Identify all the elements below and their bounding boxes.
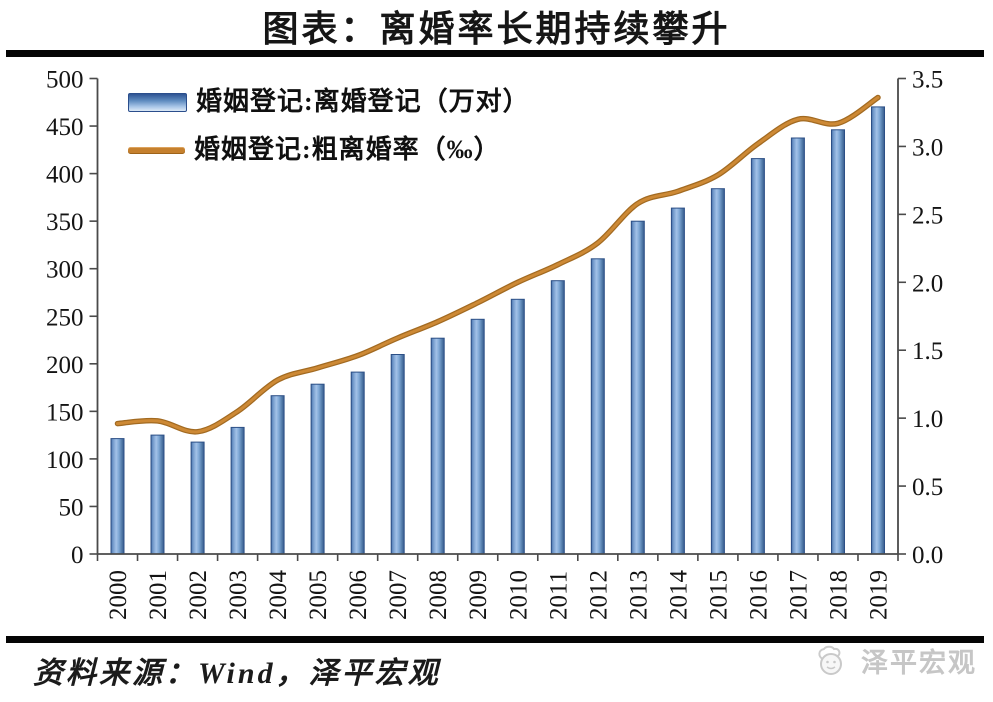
left-axis-tick-label: 250 bbox=[46, 304, 84, 331]
left-axis-tick-label: 50 bbox=[59, 494, 84, 521]
left-axis-tick-label: 0 bbox=[71, 542, 84, 569]
legend-item-crude-divorce-rate: 婚姻登记:粗离婚率（‰） bbox=[128, 133, 530, 167]
bar-2010 bbox=[510, 298, 525, 555]
line-series-swatch-icon bbox=[128, 147, 185, 153]
left-axis-tick-label: 100 bbox=[46, 447, 84, 474]
right-axis-tick-label: 3.5 bbox=[912, 67, 943, 94]
right-axis-tick-label: 2.5 bbox=[912, 202, 943, 229]
right-axis-tick-label: 0.0 bbox=[912, 542, 943, 569]
left-axis-tick-label: 450 bbox=[46, 114, 84, 141]
right-axis-tick-label: 3.0 bbox=[912, 134, 943, 161]
bar-2002 bbox=[190, 441, 205, 555]
x-axis-year-label: 2010 bbox=[505, 570, 532, 620]
x-axis-year-label: 2003 bbox=[225, 570, 252, 620]
top-divider bbox=[6, 50, 984, 57]
x-axis-year-label: 2011 bbox=[545, 571, 572, 620]
left-axis-tick-label: 300 bbox=[46, 257, 84, 284]
legend-label-bar-series: 婚姻登记:离婚登记（万对） bbox=[196, 87, 530, 116]
x-axis-year-label: 2000 bbox=[105, 570, 132, 620]
bar-2012 bbox=[590, 258, 605, 555]
bar-2004 bbox=[270, 395, 285, 555]
bar-2007 bbox=[390, 354, 405, 555]
x-axis-year-label: 2012 bbox=[585, 570, 612, 620]
x-axis-year-label: 2016 bbox=[745, 570, 772, 620]
right-axis-tick-label: 1.0 bbox=[912, 406, 943, 433]
source-note: 资料来源：Wind，泽平宏观 bbox=[33, 657, 441, 690]
bar-2005 bbox=[310, 383, 325, 555]
x-axis-year-label: 2015 bbox=[705, 570, 732, 620]
x-axis-year-label: 2013 bbox=[625, 570, 652, 620]
x-axis-year-label: 2006 bbox=[345, 570, 372, 620]
right-axis-tick-label: 1.5 bbox=[912, 338, 943, 365]
right-axis-tick-label: 0.5 bbox=[912, 474, 943, 501]
left-axis-tick-label: 350 bbox=[46, 209, 84, 236]
x-axis-year-label: 2009 bbox=[465, 570, 492, 620]
bar-2019 bbox=[871, 106, 885, 555]
brand-logo-icon bbox=[818, 645, 842, 675]
x-axis-year-label: 2004 bbox=[265, 570, 292, 621]
bar-2017 bbox=[790, 137, 805, 555]
bar-2003 bbox=[230, 426, 245, 555]
bar-2014 bbox=[670, 207, 685, 555]
bar-2008 bbox=[430, 337, 445, 555]
bar-2001 bbox=[150, 434, 165, 555]
x-axis-year-label: 2017 bbox=[785, 570, 812, 620]
bar-2006 bbox=[350, 371, 365, 555]
x-axis-year-label: 2008 bbox=[425, 570, 452, 620]
divorce-rate-line bbox=[116, 96, 880, 434]
left-axis-tick-label: 500 bbox=[46, 67, 84, 94]
x-axis-year-label: 2001 bbox=[145, 570, 172, 620]
bar-2009 bbox=[470, 318, 485, 555]
left-axis-tick-label: 150 bbox=[46, 399, 84, 426]
bar-2000 bbox=[110, 438, 125, 555]
brand-watermark-text: 泽平宏观 bbox=[861, 648, 977, 678]
left-axis-tick-label: 400 bbox=[46, 162, 84, 189]
bar-2016 bbox=[750, 158, 765, 555]
bar-2013 bbox=[630, 220, 645, 555]
legend: 婚姻登记:离婚登记（万对） 婚姻登记:粗离婚率（‰） bbox=[128, 85, 530, 181]
legend-item-divorce-registrations: 婚姻登记:离婚登记（万对） bbox=[128, 85, 530, 119]
x-axis-year-label: 2005 bbox=[305, 570, 332, 620]
bar-series-swatch-icon bbox=[128, 92, 187, 112]
bar-2011 bbox=[550, 280, 565, 555]
right-axis-tick-label: 2.0 bbox=[912, 270, 943, 297]
legend-label-line-series: 婚姻登记:粗离婚率（‰） bbox=[194, 135, 501, 164]
x-axis-year-label: 2014 bbox=[665, 570, 692, 621]
x-axis-year-label: 2018 bbox=[826, 570, 853, 620]
x-axis-year-label: 2002 bbox=[185, 570, 212, 620]
brand-watermark: 泽平宏观 bbox=[815, 641, 977, 680]
x-axis-year-label: 2019 bbox=[866, 570, 893, 620]
bar-2015 bbox=[710, 188, 725, 555]
bar-2018 bbox=[831, 129, 845, 555]
left-axis-tick-label: 200 bbox=[46, 352, 84, 379]
chart-title: 图表：离婚率长期持续攀升 bbox=[262, 9, 731, 49]
bottom-divider bbox=[6, 636, 984, 643]
x-axis-year-label: 2007 bbox=[385, 570, 412, 620]
